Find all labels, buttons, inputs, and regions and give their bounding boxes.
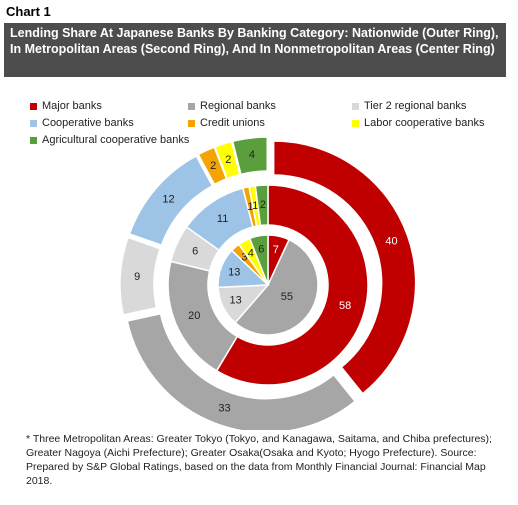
- ring-segment: [254, 184, 269, 227]
- ring-segment: [231, 136, 269, 176]
- legend-item: Cooperative banks: [30, 117, 134, 129]
- data-label: 20: [188, 310, 200, 322]
- data-label: 3: [241, 252, 247, 264]
- legend-label: Major banks: [42, 100, 102, 112]
- data-label: 33: [218, 402, 230, 414]
- data-label: 6: [258, 244, 264, 256]
- data-label: 40: [385, 235, 397, 247]
- data-label: 12: [162, 194, 174, 206]
- legend-label: Agricultural cooperative banks: [42, 134, 190, 146]
- data-label: 2: [225, 154, 231, 166]
- ring-segment: [128, 154, 214, 247]
- ring-segment: [272, 140, 417, 395]
- legend-label: Labor cooperative banks: [364, 117, 485, 129]
- chart-label: Chart 1: [6, 4, 51, 19]
- legend-swatch: [30, 102, 37, 110]
- data-label: 7: [273, 244, 279, 256]
- legend-item: Major banks: [30, 100, 102, 112]
- legend-label: Tier 2 regional banks: [364, 100, 467, 112]
- data-label: 58: [339, 300, 351, 312]
- data-label: 2: [210, 160, 216, 172]
- legend-swatch: [352, 119, 359, 127]
- ring-segment: [234, 238, 319, 336]
- data-label: 11: [217, 213, 228, 225]
- data-label: 2: [260, 199, 266, 211]
- ring-segment: [119, 236, 162, 316]
- data-label: 6: [192, 246, 198, 258]
- legend-swatch: [30, 136, 37, 144]
- legend-item: Regional banks: [188, 100, 276, 112]
- legend-label: Regional banks: [200, 100, 276, 112]
- ring-segment: [213, 140, 241, 180]
- legend-item: Credit unions: [188, 117, 265, 129]
- data-label: 4: [249, 149, 255, 161]
- legend-swatch: [352, 102, 359, 110]
- legend-label: Cooperative banks: [42, 117, 134, 129]
- data-label: 1: [247, 201, 253, 213]
- data-label: 55: [281, 291, 293, 303]
- data-label: 1: [252, 200, 258, 212]
- legend-label: Credit unions: [200, 117, 265, 129]
- legend-swatch: [188, 102, 195, 110]
- legend-swatch: [188, 119, 195, 127]
- legend-item: Tier 2 regional banks: [352, 100, 466, 112]
- footnote: * Three Metropolitan Areas: Greater Toky…: [26, 433, 492, 487]
- chart-title: Lending Share At Japanese Banks By Banki…: [4, 23, 506, 77]
- legend: Major banks Regional banks Tier 2 regional…: [0, 100, 518, 150]
- ring-segment: [248, 234, 269, 286]
- legend-swatch: [30, 119, 37, 127]
- data-label: 4: [248, 247, 254, 259]
- legend-item: Labor cooperative banks: [352, 117, 484, 129]
- legend-item: Agricultural cooperative banks: [30, 134, 189, 146]
- data-label: 9: [134, 271, 140, 283]
- data-label: 13: [228, 266, 240, 278]
- ring-segment: [215, 184, 369, 386]
- ring-segment: [126, 312, 357, 430]
- data-label: 13: [229, 295, 241, 307]
